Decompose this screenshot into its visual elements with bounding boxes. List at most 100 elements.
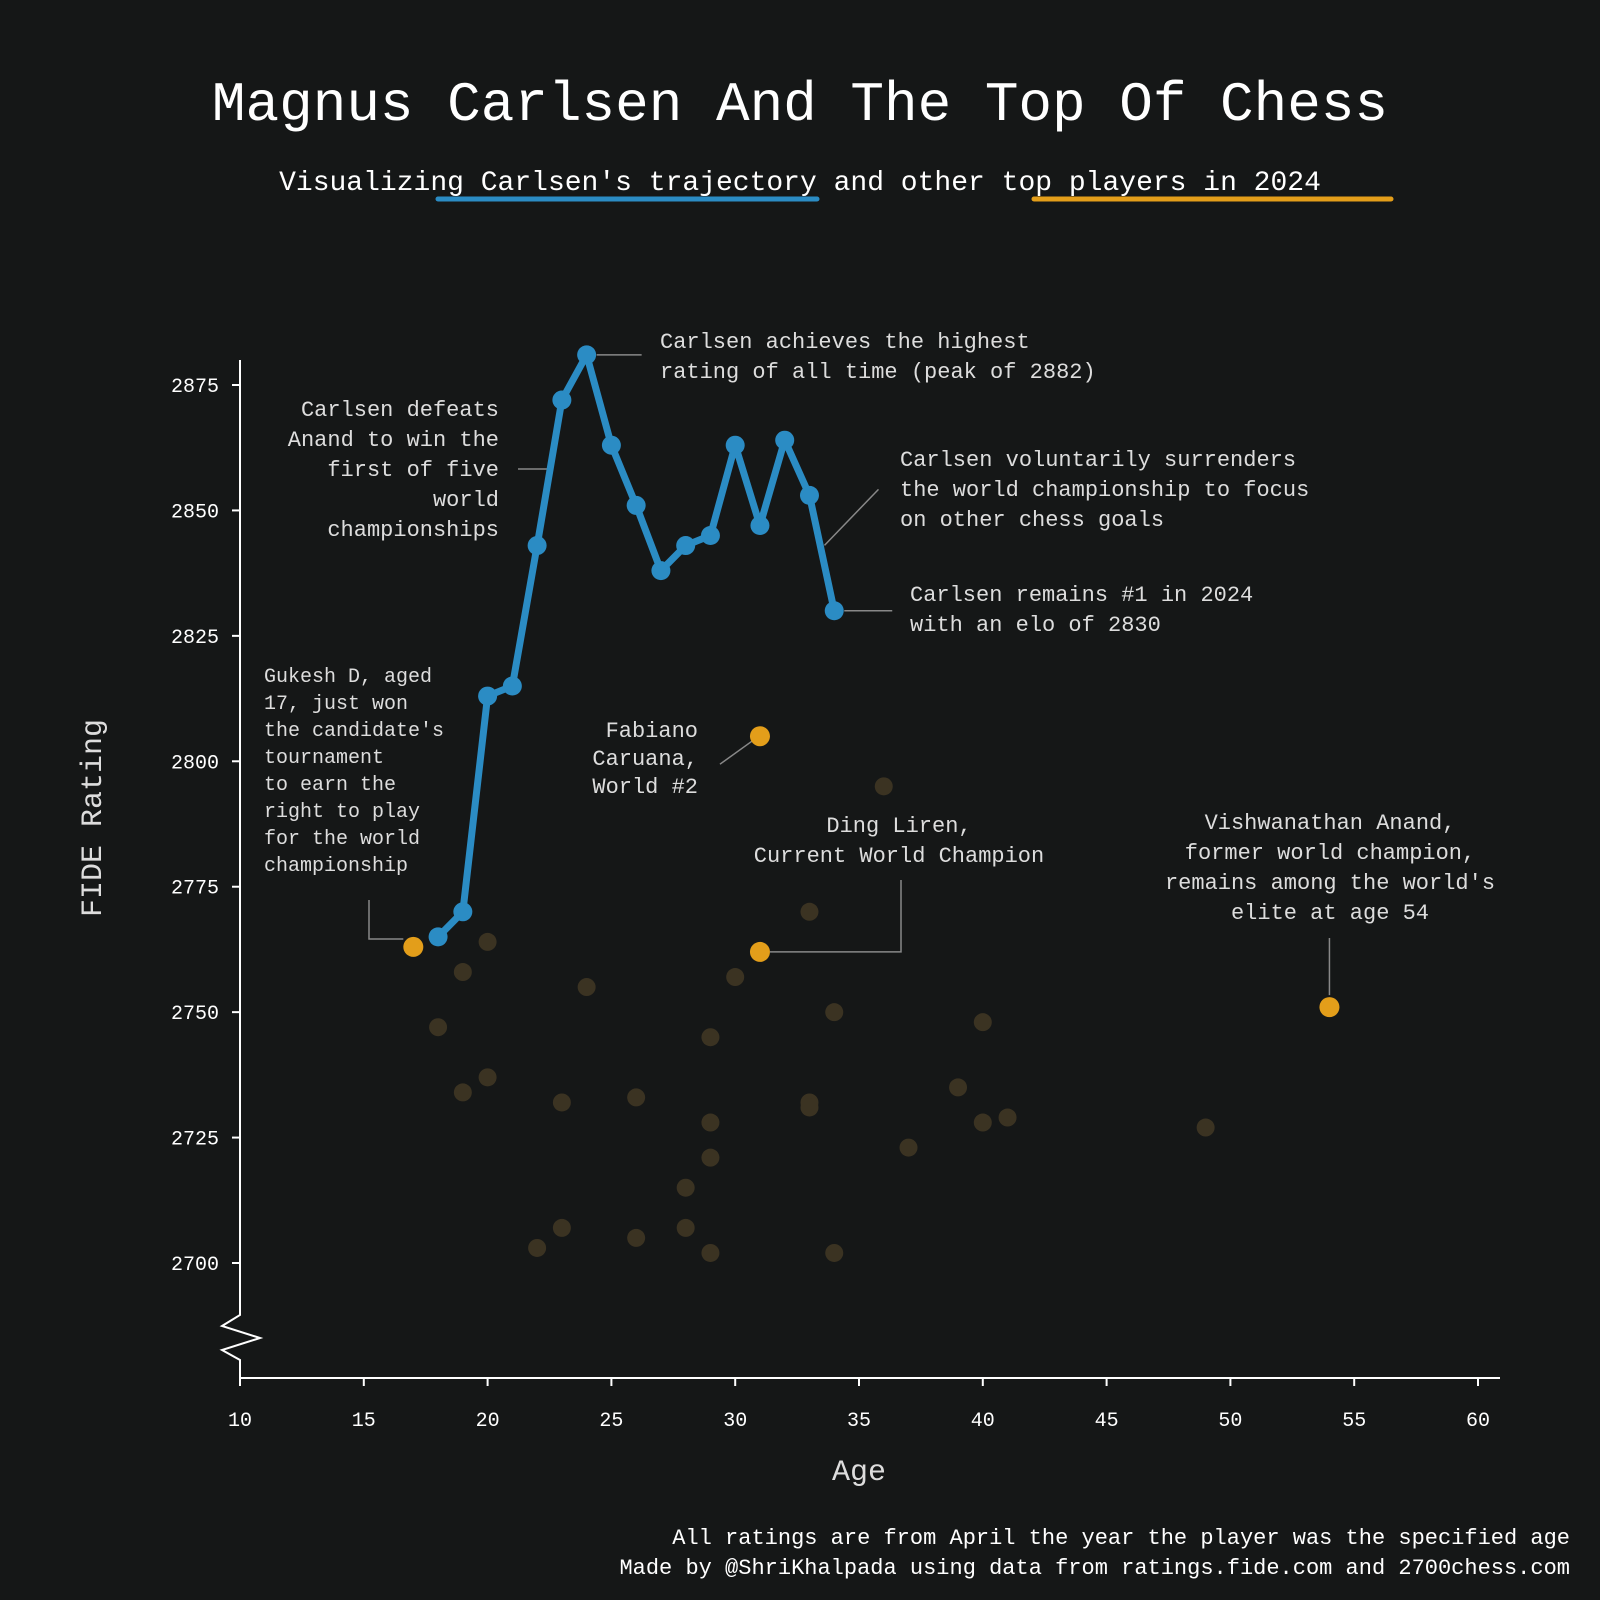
carlsen-point — [428, 927, 448, 947]
annotation-surrender: Carlsen voluntarily surrenders the world … — [900, 448, 1309, 533]
y-tick-label: 2775 — [171, 878, 219, 901]
annotation-line: with an elo of 2830 — [910, 613, 1161, 638]
other-player-point — [453, 1083, 472, 1102]
carlsen-point — [478, 686, 498, 706]
other-player-point — [825, 1003, 844, 1022]
annotation-remains: Carlsen remains #1 in 2024 with an elo of… — [910, 583, 1253, 638]
other-player-point — [998, 1108, 1017, 1127]
x-tick-label: 20 — [476, 1410, 500, 1433]
x-tick-label: 55 — [1342, 1410, 1366, 1433]
annotation-gukesh: Gukesh D, aged 17, just won the candidate'… — [264, 666, 444, 878]
x-tick-label: 50 — [1218, 1410, 1242, 1433]
annotation-line: the candidate's — [264, 720, 444, 743]
highlight-point — [749, 941, 770, 962]
y-axis-line — [219, 360, 264, 1378]
y-tick-label: 2875 — [171, 376, 219, 399]
y-tick-label: 2750 — [171, 1003, 219, 1026]
annotation-line: the world championship to focus — [900, 478, 1309, 503]
other-player-point — [949, 1078, 968, 1097]
subtitle-prefix: Visualizing — [279, 168, 481, 199]
highlight-point — [403, 936, 424, 957]
annotation-peak: Carlsen achieves the highest rating of al… — [660, 330, 1096, 385]
other-player-point — [676, 1218, 695, 1237]
other-player-point — [453, 963, 472, 982]
x-tick-label: 35 — [847, 1410, 871, 1433]
other-player-point — [701, 1113, 720, 1132]
annotation-line: Gukesh D, aged — [264, 666, 432, 689]
annotation-line: championship — [264, 855, 408, 878]
annotation-line: right to play — [264, 801, 420, 824]
annotation-line: World #2 — [592, 775, 698, 800]
subtitle-middle: and other — [817, 168, 1002, 199]
carlsen-point — [799, 485, 819, 505]
annotation-line: on other chess goals — [900, 508, 1164, 533]
annotation-line: championships — [327, 518, 499, 543]
carlsen-point — [725, 435, 745, 455]
annotation-anand: Vishwanathan Anand, former world champion… — [1165, 811, 1495, 926]
annotation-line: Caruana, — [592, 747, 698, 772]
y-axis-label: FIDE Rating — [77, 719, 111, 917]
carlsen-point — [824, 601, 844, 621]
footer-note: All ratings are from April the year the … — [672, 1526, 1570, 1551]
other-player-point — [577, 978, 596, 997]
other-player-point — [973, 1113, 992, 1132]
carlsen-point — [626, 495, 646, 515]
x-tick-label: 45 — [1095, 1410, 1119, 1433]
annotation-line: Ding Liren, — [826, 814, 971, 839]
carlsen-point — [676, 536, 696, 556]
annotation-line: world — [433, 488, 499, 513]
other-player-point — [800, 902, 819, 921]
annotation-line: Vishwanathan Anand, — [1205, 811, 1456, 836]
x-tick-label: 40 — [971, 1410, 995, 1433]
other-player-point — [874, 777, 893, 796]
y-tick-label: 2800 — [171, 752, 219, 775]
annotation-line: former world champion, — [1185, 841, 1475, 866]
chart-subtitle: Visualizing Carlsen's trajectory and oth… — [279, 168, 1321, 199]
annotation-line: for the world — [264, 828, 420, 851]
carlsen-point — [651, 561, 671, 581]
other-player-point — [478, 1068, 497, 1087]
chart-title: Magnus Carlsen And The Top Of Chess — [212, 73, 1388, 137]
carlsen-point — [502, 676, 522, 696]
x-tick-label: 10 — [228, 1410, 252, 1433]
highlighted-players — [403, 726, 1340, 1018]
footer-credit: Made by @ShriKhalpada using data from ra… — [619, 1556, 1570, 1581]
highlight-point — [749, 726, 770, 747]
annotation-line: remains among the world's — [1165, 871, 1495, 896]
annotation-line: Anand to win the — [288, 428, 499, 453]
leader-surrender — [823, 488, 880, 546]
subtitle-highlight-top: top players in 2024 — [1002, 168, 1321, 199]
y-tick-label: 2700 — [171, 1254, 219, 1277]
carlsen-point — [552, 390, 572, 410]
other-player-point — [627, 1088, 646, 1107]
other-player-point — [973, 1013, 992, 1032]
highlight-point — [1319, 997, 1340, 1018]
annotation-line: Carlsen defeats — [301, 398, 499, 423]
axes: 2700 2725 2750 2775 2800 2825 2850 2875 10 15 20 25… — [171, 360, 1500, 1433]
leader-ding — [769, 880, 902, 953]
annotation-anand_defeat: Carlsen defeats Anand to win the first of … — [288, 398, 499, 543]
annotation-line: 17, just won — [264, 693, 408, 716]
other-player-point — [552, 1218, 571, 1237]
annotation-line: Carlsen remains #1 in 2024 — [910, 583, 1253, 608]
others-series — [429, 777, 1215, 1262]
y-tick-label: 2850 — [171, 501, 219, 524]
annotation-line: Current World Champion — [754, 844, 1044, 869]
subtitle-highlight-carlsen: Carlsen's trajectory — [481, 168, 817, 199]
carlsen-point — [577, 345, 597, 365]
carlsen-point — [453, 902, 473, 922]
x-tick-label: 30 — [723, 1410, 747, 1433]
annotation-line: elite at age 54 — [1231, 901, 1429, 926]
annotation-line: Carlsen achieves the highest — [660, 330, 1030, 355]
other-player-point — [701, 1243, 720, 1262]
other-player-point — [825, 1243, 844, 1262]
annotations: Carlsen achieves the highest rating of al… — [264, 330, 1495, 926]
x-tick-label: 60 — [1466, 1410, 1490, 1433]
carlsen-series — [428, 345, 844, 947]
other-player-point — [627, 1228, 646, 1247]
carlsen-point — [601, 435, 621, 455]
annotation-line: first of five — [327, 458, 499, 483]
x-axis-label: Age — [832, 1456, 886, 1490]
annotation-ding: Ding Liren, Current World Champion — [754, 814, 1044, 869]
